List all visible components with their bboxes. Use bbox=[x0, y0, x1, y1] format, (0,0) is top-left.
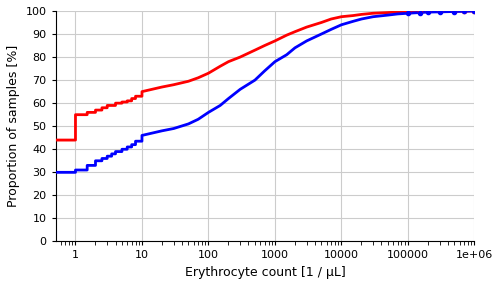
Y-axis label: Proportion of samples [%]: Proportion of samples [%] bbox=[7, 45, 20, 207]
X-axis label: Erythrocyte count [1 / μL]: Erythrocyte count [1 / μL] bbox=[184, 266, 346, 279]
